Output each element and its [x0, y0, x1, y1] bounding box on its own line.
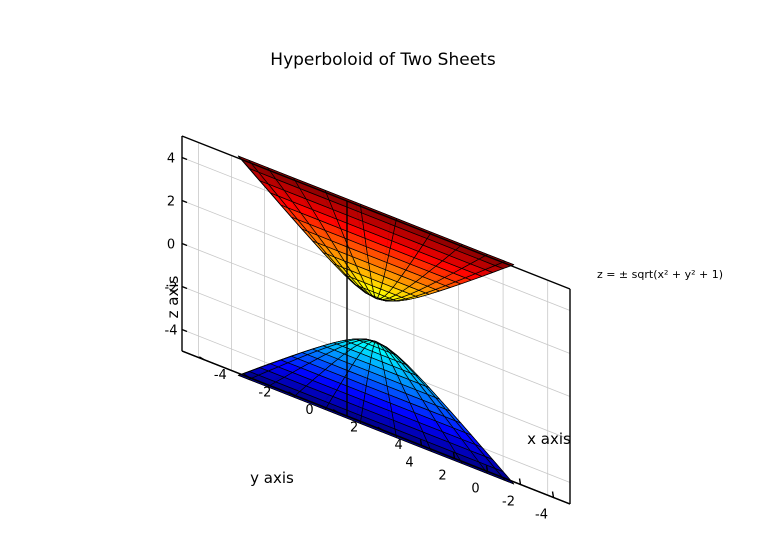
x-tick-label: -4 [214, 368, 227, 383]
y-tick-mark [551, 491, 555, 498]
grid-layer [181, 142, 571, 498]
z-tick-label: -2 [165, 281, 178, 296]
y-tick-label: -2 [502, 495, 515, 510]
z-tick-mark [181, 242, 188, 247]
axes-frame [181, 135, 571, 505]
y-tick-mark [452, 452, 456, 459]
x-tick-mark [243, 373, 250, 379]
x-tick-mark [332, 408, 339, 414]
surface-layer [237, 155, 515, 485]
z-tick-mark [181, 328, 188, 333]
z-axis-label: z axis [164, 275, 182, 318]
y-tick-label: 2 [438, 469, 446, 484]
y-tick-mark [518, 478, 522, 485]
z-tick-mark [181, 199, 188, 204]
z-tick-label: 2 [167, 195, 175, 210]
x-tick-mark [377, 426, 384, 431]
y-tick-label: 0 [471, 482, 479, 497]
z-tick-mark [181, 156, 188, 161]
chart-title: Hyperboloid of Two Sheets [270, 50, 496, 70]
y-tick-label: 4 [405, 456, 413, 471]
x-tick-mark [288, 391, 294, 396]
x-tick-label: 0 [305, 403, 313, 418]
z-tick-label: -4 [165, 324, 178, 339]
z-tick-mark [181, 285, 188, 290]
frame-edge [181, 135, 348, 202]
frame-edge [346, 200, 571, 290]
y-tick-mark [485, 465, 489, 472]
x-tick-label: -2 [258, 385, 271, 400]
x-tick-mark [198, 356, 205, 361]
x-tick-label: 2 [350, 421, 358, 436]
equation-annotation: z = ± sqrt(x² + y² + 1) [597, 268, 723, 281]
x-axis-label: x axis [527, 430, 571, 448]
y-tick-mark [419, 439, 423, 446]
z-tick-label: 0 [167, 238, 175, 253]
y-axis-label: y axis [250, 469, 294, 487]
tick-labels: -4 -2 0 2 4 -4 -2 0 2 4 -4 -2 0 2 4 [165, 152, 548, 523]
x-tick-label: 4 [395, 438, 403, 453]
y-tick-label: -4 [535, 508, 548, 523]
z-tick-label: 4 [167, 152, 175, 167]
